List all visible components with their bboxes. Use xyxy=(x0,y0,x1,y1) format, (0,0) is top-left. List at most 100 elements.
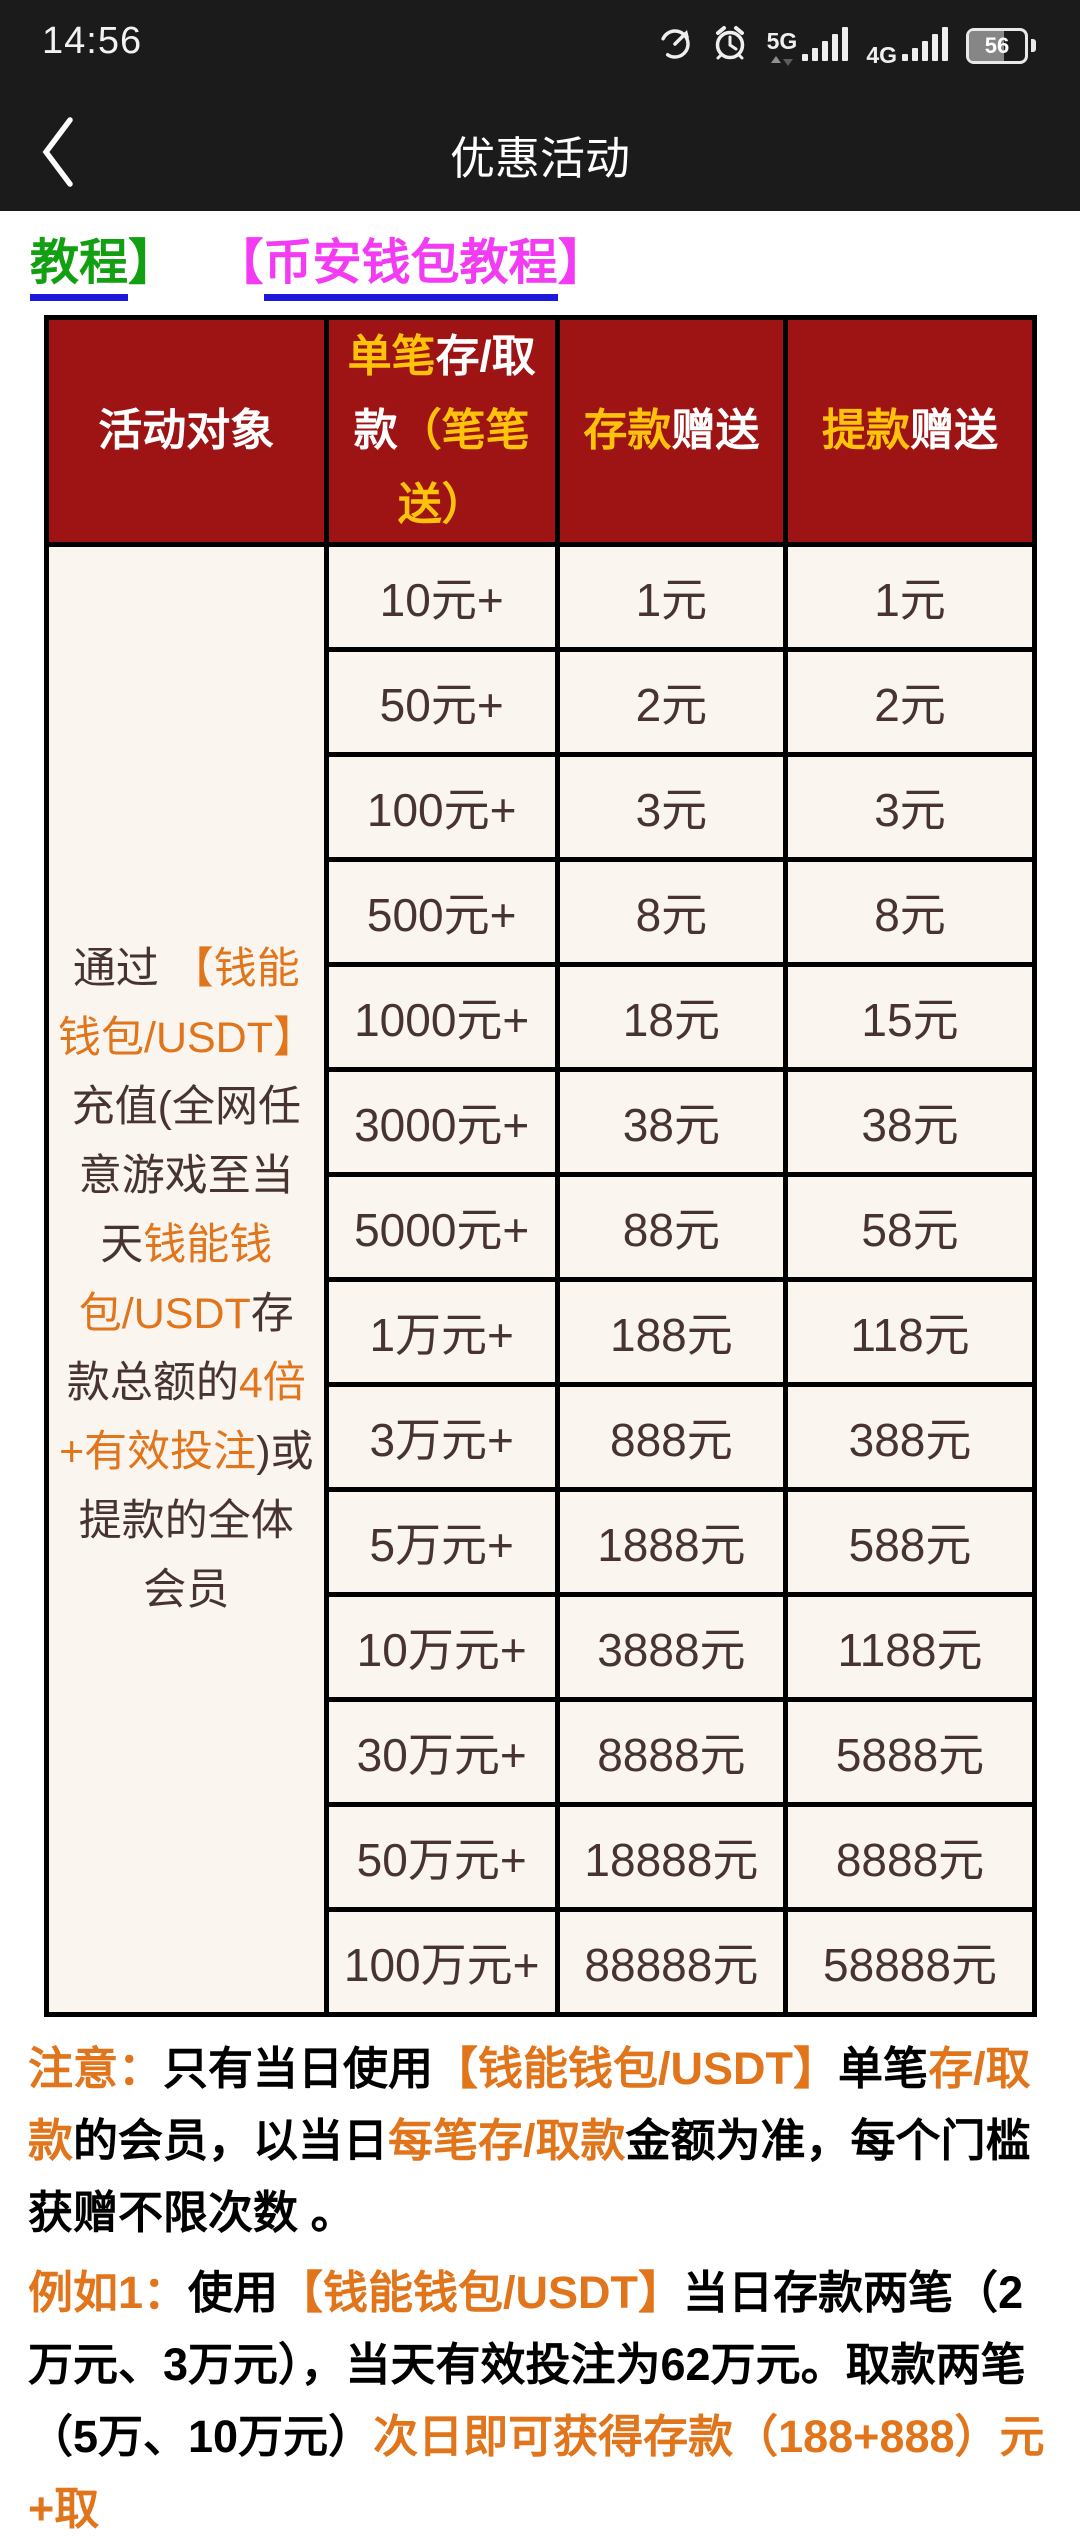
threshold-cell: 5000元+ xyxy=(323,1172,560,1282)
text-segment: 例如1： xyxy=(28,2267,189,2318)
withdraw-bonus-cell: 58888元 xyxy=(783,1907,1037,2017)
text-segment: 【钱能钱包/USDT】 xyxy=(433,2043,839,2094)
text-segment: 【钱能钱包/USDT】 xyxy=(278,2267,684,2318)
signal-5g: 5G xyxy=(767,24,849,67)
page-title: 优惠活动 xyxy=(449,133,630,184)
deposit-bonus-cell: 188元 xyxy=(554,1277,789,1387)
header-withdraw-bonus: 提款赠送 xyxy=(783,315,1037,547)
table-row: 100元+ 3元 3元 xyxy=(47,752,1037,862)
threshold-cell: 10元+ xyxy=(323,542,560,652)
signal-bars-icon xyxy=(802,24,849,67)
withdraw-bonus-cell: 588元 xyxy=(783,1487,1037,1597)
text-segment: （笔笔送） xyxy=(397,406,530,529)
table-row: 30万元+ 8888元 5888元 xyxy=(47,1697,1037,1807)
header-per-transaction: 单笔存/取款（笔笔送） xyxy=(323,315,560,547)
threshold-cell: 1000元+ xyxy=(323,962,560,1072)
chevron-left-icon xyxy=(42,117,73,187)
notes-section: 注意：只有当日使用【钱能钱包/USDT】单笔存/取款的会员，以当日每笔存/取款金… xyxy=(28,2033,1052,2545)
threshold-cell: 10万元+ xyxy=(323,1592,560,1702)
deposit-bonus-cell: 8888元 xyxy=(554,1697,789,1807)
table-row: 50元+ 2元 2元 xyxy=(47,647,1037,757)
withdraw-bonus-cell: 3元 xyxy=(783,752,1037,862)
text-segment: 每笔存/取款 xyxy=(388,2115,626,2166)
tutorial-links-row: 教程】 【币安钱包教程】 xyxy=(0,211,1080,301)
threshold-cell: 5万元+ xyxy=(323,1487,560,1597)
text-segment: 存/取款 xyxy=(28,2043,1031,2166)
table-row: 100万元+ 88888元 58888元 xyxy=(47,1907,1037,2017)
deposit-bonus-cell: 888元 xyxy=(554,1382,789,1492)
table-row: 50万元+ 18888元 8888元 xyxy=(47,1802,1037,1912)
header-deposit-bonus: 存款赠送 xyxy=(554,315,789,547)
text-segment: 注意： xyxy=(28,2043,164,2094)
alarm-icon xyxy=(711,24,749,67)
threshold-cell: 100元+ xyxy=(323,752,560,862)
deposit-bonus-cell: 18元 xyxy=(554,962,789,1072)
text-segment: 只有当日使用 xyxy=(163,2043,434,2094)
clock-time: 14:56 xyxy=(42,20,143,62)
text-segment: 通过 xyxy=(72,944,171,993)
deposit-bonus-cell: 38元 xyxy=(554,1067,789,1177)
table-row: 5000元+ 88元 58元 xyxy=(47,1172,1037,1282)
threshold-cell: 50万元+ xyxy=(323,1802,560,1912)
withdraw-bonus-cell: 5888元 xyxy=(783,1697,1037,1807)
text-segment: 存款 xyxy=(583,406,672,455)
withdraw-bonus-cell: 58元 xyxy=(783,1172,1037,1282)
threshold-cell: 500元+ xyxy=(323,857,560,967)
battery-indicator: 56 xyxy=(966,27,1036,64)
text-segment: 存款总额的 xyxy=(66,1289,294,1407)
table-row: 1000元+ 18元 15元 xyxy=(47,962,1037,1072)
withdraw-bonus-cell: 1元 xyxy=(783,542,1037,652)
audience-cell: 通过 【钱能钱包/USDT】充值(全网任意游戏至当天钱能钱包/USDT存款总额的… xyxy=(44,542,329,2017)
withdraw-bonus-cell: 1188元 xyxy=(783,1592,1037,1702)
nav-bar: 优惠活动 xyxy=(0,78,1080,228)
threshold-cell: 3000元+ xyxy=(323,1067,560,1177)
table-row: 1万元+ 188元 118元 xyxy=(47,1277,1037,1387)
text-segment: 存/取款 xyxy=(353,332,536,455)
withdraw-bonus-cell: 38元 xyxy=(783,1067,1037,1177)
signal-4g: 4G xyxy=(866,24,948,67)
battery-icon: 56 xyxy=(966,27,1028,64)
promo-table: 活动对象 单笔存/取款（笔笔送） 存款赠送 提款赠送 通过 【钱能钱包/USDT… xyxy=(44,315,1037,2017)
status-icons: 5G xyxy=(657,20,1036,67)
threshold-cell: 30万元+ xyxy=(323,1697,560,1807)
network-activity-arrows-icon xyxy=(770,55,793,67)
withdraw-bonus-cell: 8元 xyxy=(783,857,1037,967)
threshold-cell: 3万元+ xyxy=(323,1382,560,1492)
table-row: 通过 【钱能钱包/USDT】充值(全网任意游戏至当天钱能钱包/USDT存款总额的… xyxy=(44,542,1037,2017)
text-segment: )或提款的全体会员 xyxy=(78,1427,314,1614)
text-segment: 【钱能钱包/USDT】 xyxy=(58,944,316,1062)
text-segment: 提款 xyxy=(822,406,910,455)
table-row: 10万元+ 3888元 1188元 xyxy=(47,1592,1037,1702)
deposit-bonus-cell: 2元 xyxy=(554,647,789,757)
deposit-bonus-cell: 1888元 xyxy=(554,1487,789,1597)
deposit-bonus-cell: 3元 xyxy=(554,752,789,862)
withdraw-bonus-cell: 118元 xyxy=(783,1277,1037,1387)
table-row: 3000元+ 38元 38元 xyxy=(47,1067,1037,1177)
deposit-bonus-cell: 3888元 xyxy=(554,1592,789,1702)
table-row: 5万元+ 1888元 588元 xyxy=(47,1487,1037,1597)
threshold-cell: 50元+ xyxy=(323,647,560,757)
text-segment: 4倍+有效投注 xyxy=(59,1358,306,1476)
binance-wallet-tutorial-link[interactable]: 【币安钱包教程】 xyxy=(239,236,607,301)
back-button[interactable] xyxy=(36,110,82,194)
deposit-bonus-cell: 8元 xyxy=(554,857,789,967)
text-segment: 充值(全网任意游戏至当天 xyxy=(71,1082,301,1269)
data-saver-icon xyxy=(657,25,693,66)
withdraw-bonus-cell: 2元 xyxy=(783,647,1037,757)
deposit-bonus-cell: 88元 xyxy=(554,1172,789,1282)
status-bar: 14:56 xyxy=(0,0,1080,78)
tutorial-link[interactable]: 教程】 xyxy=(30,236,177,301)
deposit-bonus-cell: 1元 xyxy=(554,542,789,652)
deposit-bonus-cell: 88888元 xyxy=(554,1907,789,2017)
battery-percent: 56 xyxy=(984,32,1010,58)
withdraw-bonus-cell: 388元 xyxy=(783,1382,1037,1492)
withdraw-bonus-cell: 8888元 xyxy=(783,1802,1037,1912)
text-segment: 赠送 xyxy=(671,406,760,455)
text-segment: 的会员，以当日 xyxy=(73,2115,389,2166)
network-4g-label: 4G xyxy=(866,42,897,68)
signal-bars-icon xyxy=(902,24,948,67)
text-segment: 钱能钱包/USDT xyxy=(78,1220,273,1338)
deposit-bonus-cell: 18888元 xyxy=(554,1802,789,1912)
note-attention: 注意：只有当日使用【钱能钱包/USDT】单笔存/取款的会员，以当日每笔存/取款金… xyxy=(28,2033,1052,2249)
top-dark-bar: 14:56 xyxy=(0,0,1080,211)
